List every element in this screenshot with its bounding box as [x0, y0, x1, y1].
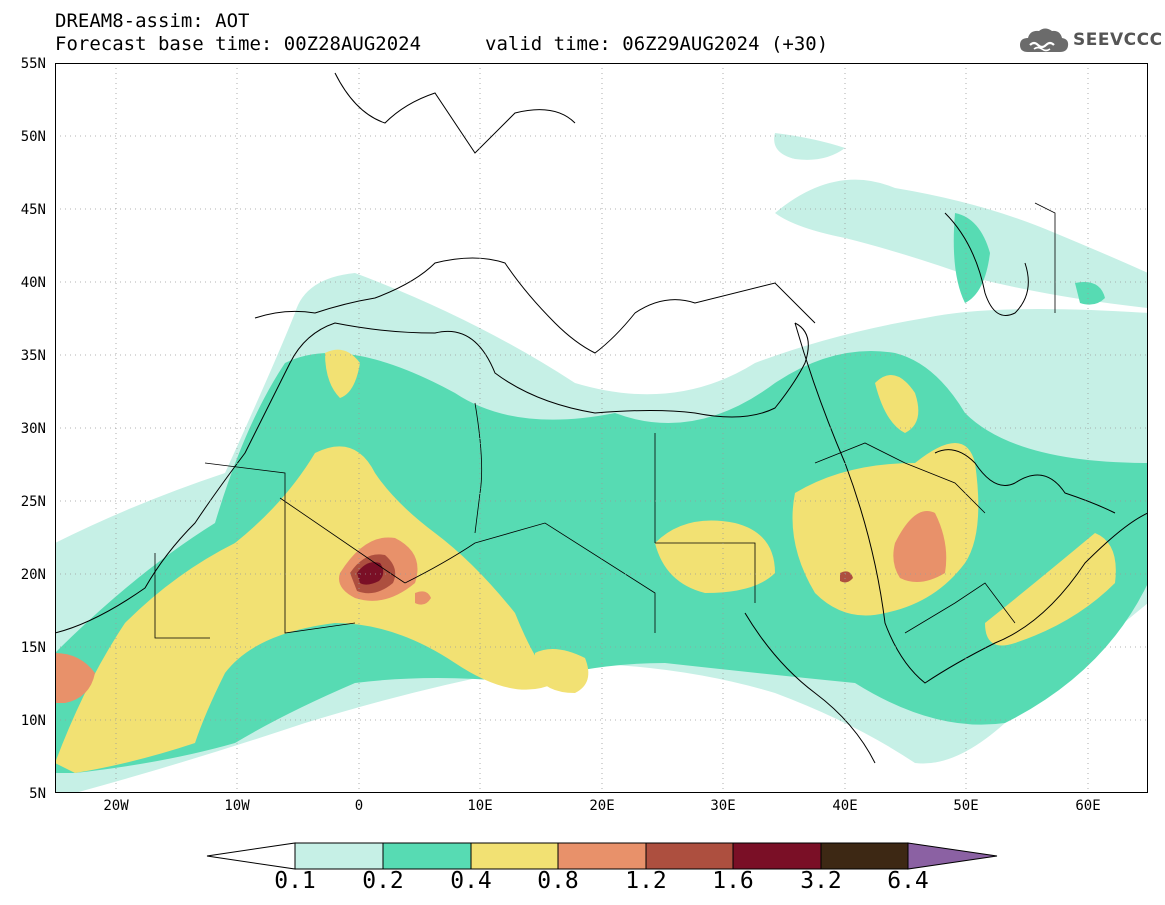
lat-label-15n: 15N: [20, 640, 46, 656]
lat-label-5n: 5N: [29, 786, 46, 802]
colorbar-bin-3-2: [820, 842, 909, 870]
valid-time: valid time: 06Z29AUG2024 (+30): [485, 33, 829, 55]
colorbar-bin-0-2: [382, 842, 472, 870]
lon-label-10e: 10E: [467, 798, 493, 814]
colorbar-label-0-8: 0.8: [537, 868, 579, 894]
colorbar-label-0-1: 0.1: [274, 868, 316, 894]
colorbar-over-arrow: [907, 842, 998, 870]
colorbar-bin-0-4: [470, 842, 559, 870]
lat-label-30n: 30N: [20, 421, 46, 437]
colorbar-under-arrow: [206, 842, 296, 870]
colorbar-label-1-2: 1.2: [625, 868, 667, 894]
colorbar-label-3-2: 3.2: [800, 868, 842, 894]
lon-label-30e: 30E: [710, 798, 736, 814]
chart-title: DREAM8-assim: AOT: [55, 10, 250, 32]
lat-label-55n: 55N: [20, 56, 46, 72]
country-borders: [154, 202, 1056, 639]
lat-label-35n: 35N: [20, 348, 46, 364]
colorbar: [206, 842, 998, 870]
lon-label-50e: 50E: [953, 798, 979, 814]
colorbar-bin-0-8: [557, 842, 647, 870]
aot-map: [55, 63, 1148, 793]
graticule: [55, 63, 1148, 793]
colorbar-label-1-6: 1.6: [712, 868, 754, 894]
colorbar-bin-0-1: [294, 842, 384, 870]
lat-label-10n: 10N: [20, 713, 46, 729]
colorbar-label-0-2: 0.2: [362, 868, 404, 894]
lat-label-45n: 45N: [20, 202, 46, 218]
colorbar-label-0-4: 0.4: [450, 868, 492, 894]
lon-label-20e: 20E: [589, 798, 615, 814]
lon-label-60e: 60E: [1075, 798, 1101, 814]
colorbar-label-6-4: 6.4: [887, 868, 929, 894]
logo-text: SEEVCCC: [1073, 30, 1163, 50]
lon-label-40e: 40E: [832, 798, 858, 814]
aot-band-0-4: [55, 349, 1116, 773]
coastlines: [55, 72, 1148, 764]
aot-band-1-6: [357, 562, 384, 585]
lat-label-20n: 20N: [20, 567, 46, 583]
lat-label-40n: 40N: [20, 275, 46, 291]
seevccc-logo: SEEVCCC: [1018, 26, 1163, 54]
lat-label-50n: 50N: [20, 129, 46, 145]
lat-label-25n: 25N: [20, 494, 46, 510]
cloud-icon: [1020, 28, 1069, 52]
forecast-base-time: Forecast base time: 00Z28AUG2024: [55, 33, 422, 55]
colorbar-bin-1-2: [645, 842, 734, 870]
lon-label-10w: 10W: [224, 798, 250, 814]
lon-label-20w: 20W: [103, 798, 129, 814]
lon-label-0: 0: [354, 798, 364, 814]
map-border: [55, 63, 1148, 793]
colorbar-bin-1-6: [732, 842, 822, 870]
